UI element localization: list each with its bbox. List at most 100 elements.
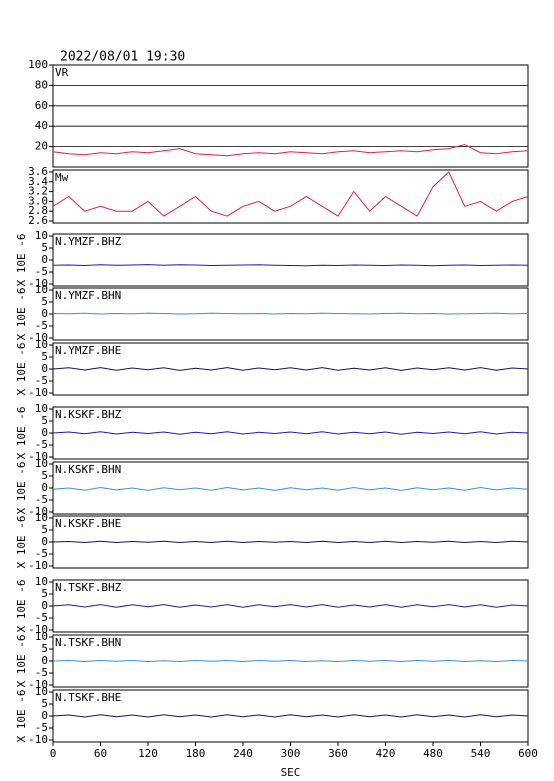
panel-label: N.YMZF.BHN <box>55 289 121 302</box>
panel-frame <box>52 233 529 287</box>
y-tick-label: 2.6 <box>28 214 48 227</box>
y-tick-label: -10 <box>28 678 48 691</box>
y-tick-label: -5 <box>35 611 48 624</box>
y-tick-label: 5 <box>41 295 48 308</box>
y-axis-label: X 10E -6 <box>15 343 28 396</box>
y-tick-label: 10 <box>35 685 48 698</box>
panel-label: N.YMZF.BHZ <box>55 235 122 248</box>
panel-label: N.KSKF.BHN <box>55 463 121 476</box>
y-tick-label: 5 <box>41 241 48 254</box>
y-tick-label: 10 <box>35 630 48 643</box>
panel-label: N.KSKF.BHE <box>55 517 121 530</box>
y-axis-label: X 10E -6 <box>15 407 28 460</box>
trace-line <box>52 367 529 371</box>
y-tick-label: 0 <box>41 599 48 612</box>
x-tick-label: 120 <box>138 747 158 760</box>
y-tick-label: -10 <box>28 559 48 572</box>
x-tick-label: 0 <box>50 747 57 760</box>
panel-label: N.TSKF.BHZ <box>55 581 122 594</box>
trace-line <box>52 431 529 435</box>
y-axis-label: X 10E -6 <box>15 516 28 569</box>
y-tick-label: -5 <box>35 438 48 451</box>
y-tick-label: -5 <box>35 547 48 560</box>
x-axis-label: SEC <box>281 766 301 779</box>
y-tick-label: 0 <box>41 362 48 375</box>
y-axis-label: X 10E -6 <box>15 690 28 743</box>
y-axis-label: X 10E -6 <box>15 580 28 633</box>
panel-label: N.TSKF.BHN <box>55 636 121 649</box>
y-tick-label: -5 <box>35 666 48 679</box>
y-tick-label: 3.0 <box>28 194 48 207</box>
y-tick-label: -5 <box>35 374 48 387</box>
y-tick-label: 5 <box>41 523 48 536</box>
y-tick-label: 0 <box>41 481 48 494</box>
y-tick-label: 5 <box>41 642 48 655</box>
y-tick-label: 0 <box>41 307 48 320</box>
y-tick-label: 3.2 <box>28 185 48 198</box>
y-tick-label: 0 <box>41 426 48 439</box>
trace-line <box>52 659 529 663</box>
y-tick-label: 0 <box>41 654 48 667</box>
y-tick-label: -10 <box>28 450 48 463</box>
y-tick-label: -10 <box>28 505 48 518</box>
y-tick-label: 3.4 <box>28 175 48 188</box>
panel-label: VR <box>55 66 69 79</box>
trace-line <box>52 144 529 157</box>
y-tick-label: 5 <box>41 414 48 427</box>
y-tick-label: -5 <box>35 319 48 332</box>
y-tick-label: 10 <box>35 283 48 296</box>
y-tick-label: 10 <box>35 229 48 242</box>
x-tick-label: 60 <box>94 747 107 760</box>
x-tick-label: 180 <box>186 747 206 760</box>
panel-label: N.YMZF.BHE <box>55 344 121 357</box>
y-tick-label: -10 <box>28 623 48 636</box>
trace-line <box>52 540 529 544</box>
panel-label: Mw <box>55 171 69 184</box>
x-tick-label: 300 <box>281 747 301 760</box>
x-tick-label: 600 <box>518 747 538 760</box>
y-tick-label: 5 <box>41 469 48 482</box>
y-tick-label: -10 <box>28 331 48 344</box>
y-tick-label: 10 <box>35 575 48 588</box>
y-tick-label: 0 <box>41 253 48 266</box>
x-tick-label: 480 <box>423 747 443 760</box>
y-tick-label: 10 <box>35 457 48 470</box>
y-tick-label: -10 <box>28 733 48 746</box>
trace-line <box>52 714 529 718</box>
y-tick-label: -10 <box>28 386 48 399</box>
y-tick-label: -5 <box>35 721 48 734</box>
chart-title: 2022/08/01 19:30 <box>60 50 185 65</box>
y-axis-label: X 10E -6 <box>15 635 28 688</box>
y-tick-label: 5 <box>41 697 48 710</box>
trace-line <box>52 171 529 217</box>
y-tick-label: 0 <box>41 535 48 548</box>
y-tick-label: 3.6 <box>28 165 48 178</box>
panel-label: N.TSKF.BHE <box>55 691 121 704</box>
y-tick-label: 10 <box>35 511 48 524</box>
trace-line <box>52 312 529 315</box>
x-tick-label: 240 <box>233 747 253 760</box>
y-tick-label: 10 <box>35 402 48 415</box>
y-tick-label: 5 <box>41 350 48 363</box>
y-tick-label: -5 <box>35 493 48 506</box>
x-tick-label: 540 <box>471 747 491 760</box>
y-tick-label: 2.8 <box>28 204 48 217</box>
y-tick-label: 40 <box>35 119 48 132</box>
y-tick-label: -5 <box>35 265 48 278</box>
y-tick-label: 10 <box>35 338 48 351</box>
panel-label: N.KSKF.BHZ <box>55 408 122 421</box>
y-tick-label: 5 <box>41 587 48 600</box>
y-tick-label: 80 <box>35 78 48 91</box>
x-tick-label: 420 <box>376 747 396 760</box>
panel-frame <box>52 169 529 224</box>
y-axis-label: X 10E -6 <box>15 234 28 287</box>
trace-line <box>52 486 529 491</box>
y-tick-label: -10 <box>28 277 48 290</box>
y-axis-label: X 10E -6 <box>15 462 28 515</box>
y-tick-label: 60 <box>35 99 48 112</box>
y-tick-label: 20 <box>35 140 48 153</box>
y-tick-label: 100 <box>28 58 48 71</box>
x-tick-label: 360 <box>328 747 348 760</box>
